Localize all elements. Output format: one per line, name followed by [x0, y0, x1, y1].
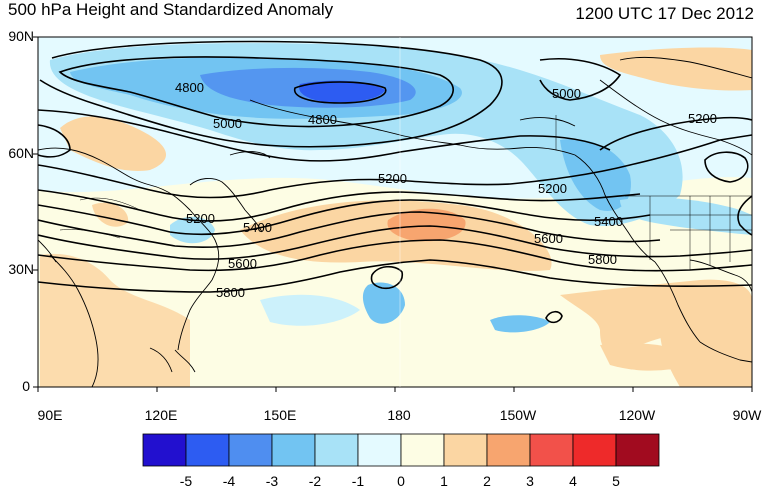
colorbar-label: 3: [526, 473, 534, 489]
lon-label: 120W: [618, 407, 656, 423]
contour-label: 5200: [186, 211, 215, 226]
colorbar-box: [185, 433, 230, 467]
colorbar-box: [486, 433, 531, 467]
contour-label: 5800: [216, 285, 245, 300]
colorbar-label: 2: [483, 473, 491, 489]
contour-label: 5000: [552, 86, 581, 101]
contour-label: 5200: [688, 111, 717, 126]
lat-label: 30N: [8, 261, 34, 277]
contour-label: 5200: [538, 181, 567, 196]
contour-label: 5400: [594, 214, 623, 229]
lat-label: 60N: [8, 145, 34, 161]
colorbar-label: -4: [222, 473, 236, 489]
contour-label: 4800: [175, 80, 204, 95]
colorbar-box: [357, 433, 402, 467]
colorbar-box: [443, 433, 488, 467]
lon-label: 150E: [263, 407, 297, 423]
contour-label: 5400: [243, 220, 272, 235]
height-contours: [38, 40, 752, 324]
lon-label: 150W: [499, 407, 537, 423]
lat-label: 0: [22, 378, 30, 394]
lon-label: 90E: [37, 407, 63, 423]
contour-label: 5200: [378, 171, 407, 186]
colorbar-label: -2: [308, 473, 322, 489]
colorbar-box: [615, 433, 660, 467]
colorbar-box: [271, 433, 316, 467]
contour-label: 5600: [228, 256, 257, 271]
colorbar-box: [314, 433, 359, 467]
anomaly-shading: [38, 37, 752, 387]
colorbar-label: -3: [265, 473, 279, 489]
lat-label: 90N: [8, 28, 34, 44]
contour-label: 4800: [308, 112, 337, 127]
colorbar-label: 0: [397, 473, 405, 489]
colorbar-label: -1: [351, 473, 365, 489]
lon-label: 120E: [144, 407, 178, 423]
contour-label: 5000: [213, 116, 242, 131]
colorbar-label: 4: [569, 473, 577, 489]
colorbar-box: [228, 433, 273, 467]
lon-label: 180: [387, 407, 411, 423]
borders: [59, 115, 752, 270]
colorbar-box: [400, 433, 445, 467]
datetime-label: 1200 UTC 17 Dec 2012: [575, 4, 754, 23]
colorbar-label: 5: [612, 473, 620, 489]
colorbar: [142, 433, 660, 467]
colorbar-box: [142, 433, 187, 467]
contour-labels: 4800 4800 5000 5000 5200 5200 5200 5200 …: [175, 80, 717, 300]
colorbar-label: 1: [440, 473, 448, 489]
colorbar-label: -5: [179, 473, 193, 489]
colorbar-box: [572, 433, 617, 467]
lon-label: 90W: [732, 407, 762, 423]
contour-label: 5600: [534, 231, 563, 246]
axis-ticks: [33, 36, 753, 392]
contour-label: 5800: [588, 252, 617, 267]
chart-title: 500 hPa Height and Standardized Anomaly: [8, 0, 334, 19]
colorbar-box: [529, 433, 574, 467]
